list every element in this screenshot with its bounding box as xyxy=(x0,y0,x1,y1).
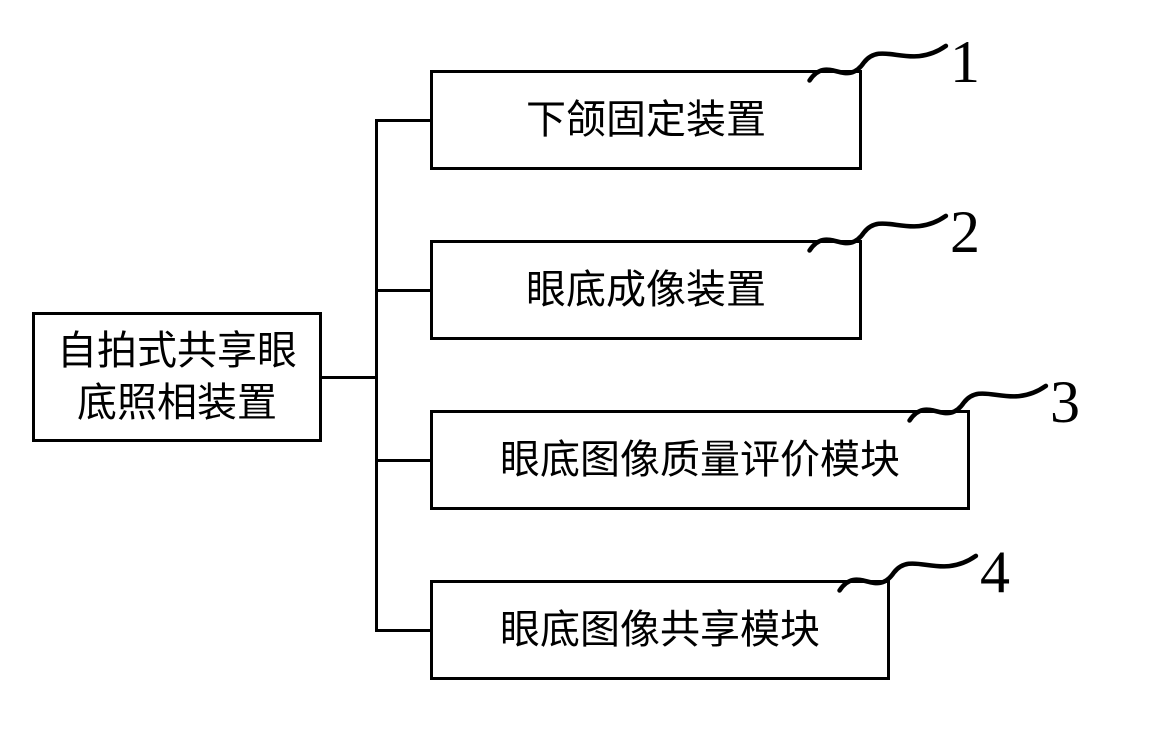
connector-root-out xyxy=(322,376,376,379)
child-text-4: 眼底图像共享模块 xyxy=(500,604,820,656)
root-line1: 自拍式共享眼 xyxy=(57,328,297,373)
label-1: 1 xyxy=(950,28,980,97)
squiggle-2 xyxy=(800,205,960,255)
root-line2: 底照相装置 xyxy=(77,380,277,425)
child-box-2: 眼底成像装置 xyxy=(430,240,862,340)
squiggle-3 xyxy=(900,375,1060,425)
child-text-3: 眼底图像质量评价模块 xyxy=(500,434,900,486)
child-text-1: 下颌固定装置 xyxy=(526,94,766,146)
label-2: 2 xyxy=(950,198,980,267)
child-box-3: 眼底图像质量评价模块 xyxy=(430,410,970,510)
child-box-4: 眼底图像共享模块 xyxy=(430,580,890,680)
connector-trunk xyxy=(375,119,378,632)
squiggle-1 xyxy=(800,35,960,85)
connector-branch-1 xyxy=(375,119,431,122)
label-3: 3 xyxy=(1050,368,1080,437)
label-4: 4 xyxy=(980,538,1010,607)
connector-branch-3 xyxy=(375,459,431,462)
connector-branch-4 xyxy=(375,629,431,632)
child-text-2: 眼底成像装置 xyxy=(526,264,766,316)
child-box-1: 下颌固定装置 xyxy=(430,70,862,170)
root-box: 自拍式共享眼 底照相装置 xyxy=(32,312,322,442)
root-text: 自拍式共享眼 底照相装置 xyxy=(57,325,297,429)
connector-branch-2 xyxy=(375,289,431,292)
squiggle-4 xyxy=(830,545,990,595)
